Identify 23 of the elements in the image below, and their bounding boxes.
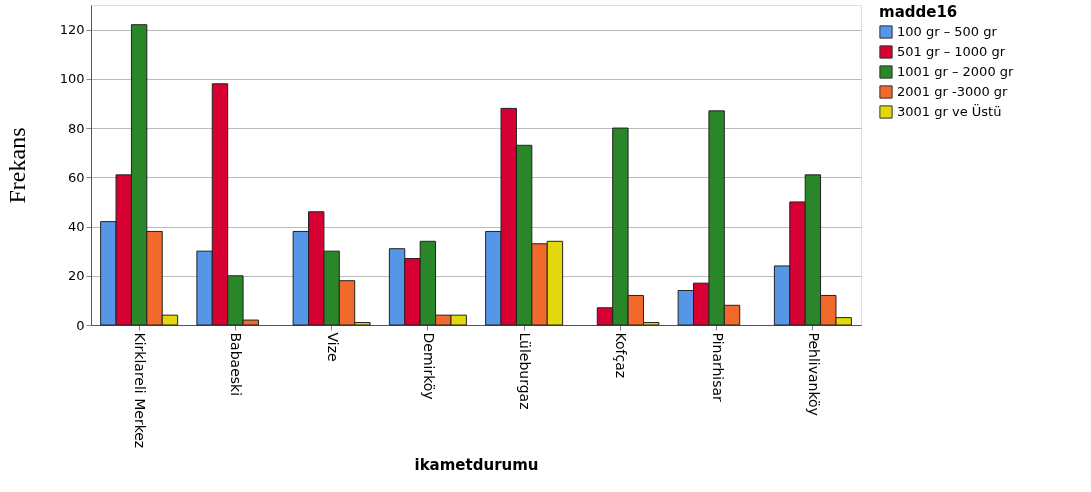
y-tick-label: 20 bbox=[67, 268, 85, 284]
legend-label: 2001 gr -3000 gr bbox=[897, 84, 1009, 99]
legend-label: 1001 gr – 2000 gr bbox=[897, 64, 1015, 79]
y-tick-label: 0 bbox=[76, 317, 85, 333]
y-tick-label: 100 bbox=[59, 71, 85, 87]
x-tick-label: Pinarhisar bbox=[709, 332, 726, 403]
y-tick-label: 120 bbox=[59, 22, 85, 38]
legend-label: 100 gr – 500 gr bbox=[897, 24, 998, 39]
legend-label: 3001 gr ve Üstü bbox=[897, 103, 1002, 119]
y-tick-label: 60 bbox=[67, 169, 85, 185]
x-axis-title: ikametdurumu bbox=[414, 456, 539, 475]
y-axis-title: Frekans bbox=[3, 127, 30, 204]
legend-label: 501 gr – 1000 gr bbox=[897, 44, 1006, 59]
x-tick-label: Kofçaz bbox=[613, 332, 630, 379]
x-tick-label: Vize bbox=[324, 332, 341, 362]
x-tick-label: Lüleburgaz bbox=[517, 332, 534, 410]
legend-title: madde16 bbox=[879, 3, 958, 21]
y-tick-label: 80 bbox=[67, 120, 85, 136]
x-tick-label: Babaeski bbox=[228, 332, 245, 397]
x-tick-label: Pehlivanköy bbox=[805, 332, 822, 416]
x-tick-label: Kirklareli Merkez bbox=[132, 332, 149, 449]
x-tick-label: Demirköy bbox=[420, 332, 437, 400]
y-tick-label: 40 bbox=[67, 219, 85, 235]
